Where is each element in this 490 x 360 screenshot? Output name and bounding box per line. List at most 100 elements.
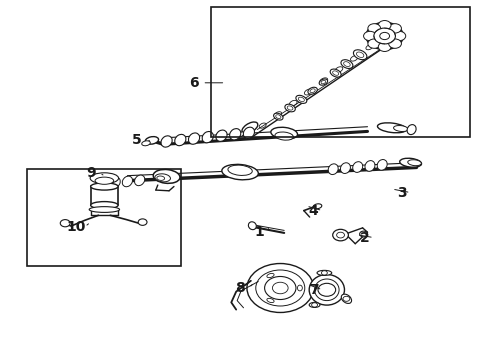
Ellipse shape <box>230 129 241 140</box>
Bar <box>27 169 181 266</box>
Circle shape <box>380 32 390 40</box>
Circle shape <box>389 24 401 33</box>
Ellipse shape <box>309 274 344 305</box>
Ellipse shape <box>95 177 114 184</box>
Text: 5: 5 <box>132 134 142 147</box>
Circle shape <box>366 22 403 50</box>
Circle shape <box>256 270 305 306</box>
Ellipse shape <box>356 52 364 58</box>
Circle shape <box>265 276 296 300</box>
Ellipse shape <box>238 132 245 137</box>
Ellipse shape <box>342 294 351 303</box>
Ellipse shape <box>155 174 171 182</box>
Ellipse shape <box>287 106 293 110</box>
Ellipse shape <box>222 165 258 180</box>
Ellipse shape <box>321 80 326 84</box>
Text: 4: 4 <box>309 204 318 217</box>
Ellipse shape <box>161 136 172 147</box>
Circle shape <box>321 271 327 275</box>
Ellipse shape <box>310 89 315 93</box>
Ellipse shape <box>285 104 295 112</box>
Ellipse shape <box>353 50 367 60</box>
Circle shape <box>138 219 147 225</box>
Ellipse shape <box>189 133 199 144</box>
Ellipse shape <box>319 78 328 84</box>
Ellipse shape <box>330 69 341 77</box>
Ellipse shape <box>341 60 353 68</box>
Ellipse shape <box>276 115 281 118</box>
Ellipse shape <box>304 89 313 95</box>
Circle shape <box>378 21 391 30</box>
Circle shape <box>389 39 401 48</box>
Ellipse shape <box>377 159 387 170</box>
Ellipse shape <box>275 132 294 140</box>
Text: 9: 9 <box>86 166 96 180</box>
Text: 6: 6 <box>189 76 198 90</box>
Ellipse shape <box>216 130 227 141</box>
Ellipse shape <box>135 175 145 186</box>
Ellipse shape <box>244 134 251 139</box>
Circle shape <box>247 264 314 312</box>
Ellipse shape <box>274 112 282 117</box>
Ellipse shape <box>228 165 252 175</box>
Circle shape <box>364 31 376 41</box>
Ellipse shape <box>328 164 338 175</box>
Text: 10: 10 <box>66 220 86 234</box>
Ellipse shape <box>377 123 407 133</box>
Ellipse shape <box>110 177 120 188</box>
Circle shape <box>374 28 395 44</box>
Ellipse shape <box>407 125 416 135</box>
Text: 7: 7 <box>309 283 318 297</box>
Circle shape <box>378 42 391 51</box>
Ellipse shape <box>313 204 322 209</box>
Circle shape <box>60 220 70 227</box>
Ellipse shape <box>202 131 213 143</box>
Circle shape <box>337 232 344 238</box>
Ellipse shape <box>289 100 297 106</box>
Ellipse shape <box>244 127 254 139</box>
Ellipse shape <box>89 207 120 212</box>
Ellipse shape <box>259 123 266 128</box>
Text: 3: 3 <box>397 186 407 199</box>
Circle shape <box>393 31 406 41</box>
Ellipse shape <box>153 170 180 183</box>
Ellipse shape <box>319 79 328 85</box>
Circle shape <box>272 282 288 294</box>
Ellipse shape <box>317 270 332 275</box>
Circle shape <box>368 39 381 48</box>
Ellipse shape <box>350 56 358 61</box>
Ellipse shape <box>408 160 421 166</box>
Ellipse shape <box>353 162 363 172</box>
Circle shape <box>360 231 368 237</box>
Text: 2: 2 <box>360 231 370 244</box>
Ellipse shape <box>365 161 375 171</box>
Ellipse shape <box>343 62 350 67</box>
Ellipse shape <box>145 136 159 144</box>
Ellipse shape <box>271 127 297 139</box>
Ellipse shape <box>309 302 320 307</box>
Ellipse shape <box>90 173 119 184</box>
Ellipse shape <box>296 95 307 103</box>
Ellipse shape <box>400 158 421 167</box>
Ellipse shape <box>273 113 283 120</box>
Ellipse shape <box>335 67 343 72</box>
Ellipse shape <box>242 122 258 134</box>
Ellipse shape <box>315 279 339 301</box>
Ellipse shape <box>393 126 408 131</box>
Ellipse shape <box>297 285 302 291</box>
Circle shape <box>343 296 350 301</box>
Ellipse shape <box>91 183 118 190</box>
Ellipse shape <box>248 222 256 230</box>
Ellipse shape <box>157 176 165 180</box>
Text: 8: 8 <box>235 281 245 295</box>
Circle shape <box>312 303 318 307</box>
Ellipse shape <box>308 87 318 94</box>
Circle shape <box>368 24 381 33</box>
Bar <box>211 7 470 137</box>
Ellipse shape <box>381 33 388 39</box>
Ellipse shape <box>122 176 132 187</box>
Ellipse shape <box>267 273 274 278</box>
Ellipse shape <box>98 178 108 189</box>
Circle shape <box>333 229 348 241</box>
Ellipse shape <box>267 298 274 303</box>
